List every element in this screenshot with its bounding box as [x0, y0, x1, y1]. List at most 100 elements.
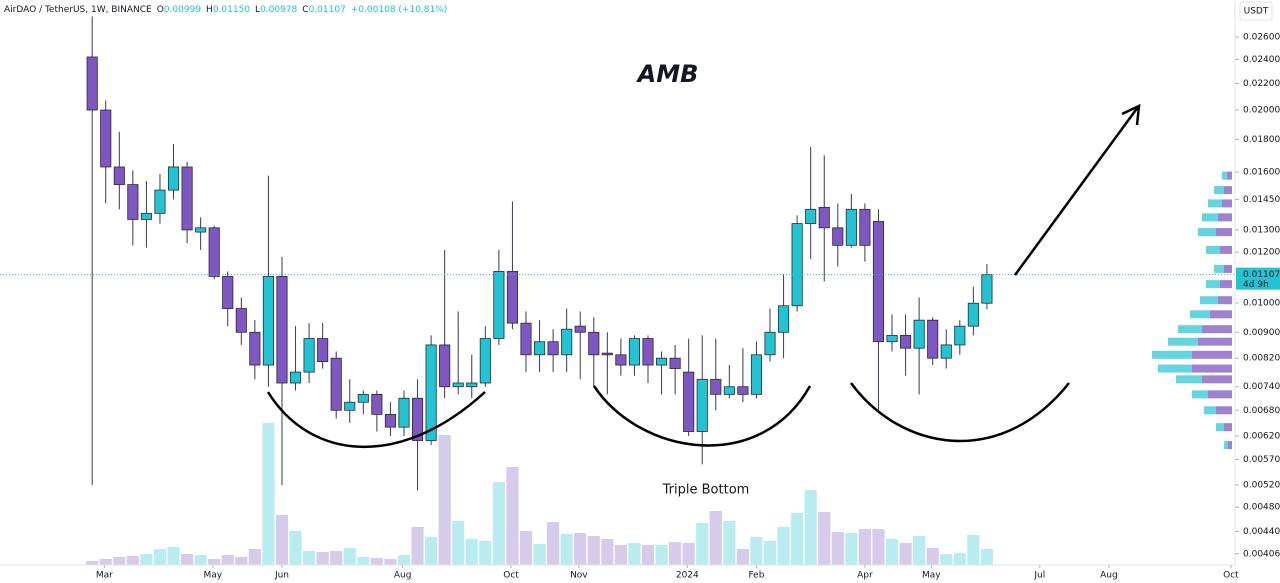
volume-bar — [763, 541, 777, 565]
candle-body — [832, 227, 844, 246]
profile-down — [1202, 325, 1232, 334]
volume-bar — [302, 551, 316, 565]
profile-down — [1220, 245, 1232, 254]
candle-body — [479, 338, 491, 384]
candle-body — [954, 325, 966, 346]
candle-body — [167, 166, 180, 191]
volume-bar — [506, 467, 519, 565]
candle-body — [289, 371, 302, 384]
volume-bar — [194, 555, 207, 565]
candles-layer — [0, 16, 1235, 491]
y-tick-label: 0.00406 — [1243, 549, 1280, 559]
candle-body — [140, 212, 152, 220]
candle-body — [208, 227, 220, 277]
y-tick-label: 0.00680 — [1243, 406, 1280, 416]
candle-body — [561, 328, 573, 356]
volume-bar — [99, 559, 112, 565]
candle-body — [330, 357, 342, 411]
candle-body — [642, 338, 654, 366]
volume-bar — [709, 511, 722, 565]
y-tick-label: 0.00570 — [1243, 455, 1280, 465]
volume-bar — [614, 545, 627, 565]
volume-bar — [940, 554, 953, 565]
ohlc-value: 0.01150 — [213, 5, 250, 15]
volume-bar — [899, 543, 912, 565]
volume-bar — [547, 522, 560, 565]
volume-bar — [235, 557, 248, 565]
profile-up — [1190, 310, 1210, 319]
y-tick-label: 0.00740 — [1243, 382, 1280, 392]
candle-body — [967, 302, 979, 327]
volume-bar — [574, 533, 587, 565]
profile-down — [1208, 390, 1232, 399]
profile-up — [1202, 213, 1218, 222]
ohlc-value: 0.00999 — [164, 5, 201, 15]
ohlc-name: L — [255, 5, 260, 15]
candle-body — [235, 308, 247, 333]
currency-box[interactable] — [1239, 1, 1273, 21]
candle-body — [384, 414, 396, 428]
annotation: Triple Bottom — [662, 483, 750, 498]
candle-body — [506, 271, 518, 324]
candle-body — [276, 276, 288, 384]
x-tick-label: Mar — [96, 571, 113, 581]
profile-up — [1206, 280, 1220, 289]
y-tick-label: 0.01000 — [1243, 298, 1280, 308]
candle-body — [628, 338, 640, 366]
candle-body — [900, 334, 912, 349]
ohlc-name: H — [206, 5, 213, 15]
volume-bar — [967, 535, 980, 565]
volume-bar — [343, 548, 356, 565]
chart-title: AMB — [636, 60, 699, 88]
y-tick-label: 0.01200 — [1243, 248, 1280, 258]
x-tick-label: Feb — [748, 571, 764, 581]
profile-down — [1192, 364, 1232, 373]
x-tick-label: May — [922, 571, 941, 581]
y-tick-label: 0.00480 — [1243, 503, 1280, 513]
profile-down — [1224, 186, 1232, 195]
volume-bar — [384, 559, 397, 565]
volume-bar — [913, 536, 926, 565]
candle-body — [371, 393, 383, 415]
candle-body — [113, 166, 125, 185]
y-tick-label: 0.00620 — [1243, 431, 1280, 441]
candle-body — [872, 221, 885, 343]
x-tick-label: Apr — [857, 571, 873, 581]
ohlc-value: 0.01107 — [309, 5, 346, 15]
volume-bar — [791, 513, 804, 565]
profile-down — [1198, 337, 1232, 346]
candle-body — [398, 397, 410, 428]
candle-body — [574, 325, 586, 333]
profile-down — [1224, 423, 1232, 432]
candle-body — [778, 305, 790, 333]
candle-body — [845, 208, 857, 246]
candle-body — [181, 166, 193, 231]
volume-bar — [560, 534, 573, 565]
currency: USDT — [1244, 7, 1269, 17]
volume-bar — [696, 523, 709, 565]
price-label-box — [1236, 267, 1280, 290]
countdown: 4d 9h — [1243, 280, 1269, 290]
volume-bar — [980, 549, 994, 565]
volume-bar — [397, 555, 411, 565]
candle-body — [411, 397, 424, 441]
volume-bar — [424, 537, 438, 565]
volume-bar — [601, 539, 614, 565]
volume-bar — [126, 556, 139, 565]
y-tick-label: 0.00900 — [1243, 328, 1280, 338]
candle-body — [262, 276, 274, 366]
volume-bar — [452, 521, 465, 565]
volume-bar — [641, 545, 655, 565]
candle-body — [154, 189, 166, 214]
x-tick-label: May — [204, 571, 223, 581]
volume-bar — [167, 547, 180, 565]
candle-body — [466, 382, 478, 388]
volume-bar — [750, 537, 763, 565]
candle-body — [940, 344, 952, 359]
bottom-curve — [849, 382, 1070, 443]
candle-body — [927, 319, 939, 359]
volume-bar — [804, 490, 817, 565]
profile-down — [1216, 406, 1232, 415]
y-tick-label: 0.01800 — [1243, 135, 1280, 145]
volume-bar — [275, 515, 289, 565]
